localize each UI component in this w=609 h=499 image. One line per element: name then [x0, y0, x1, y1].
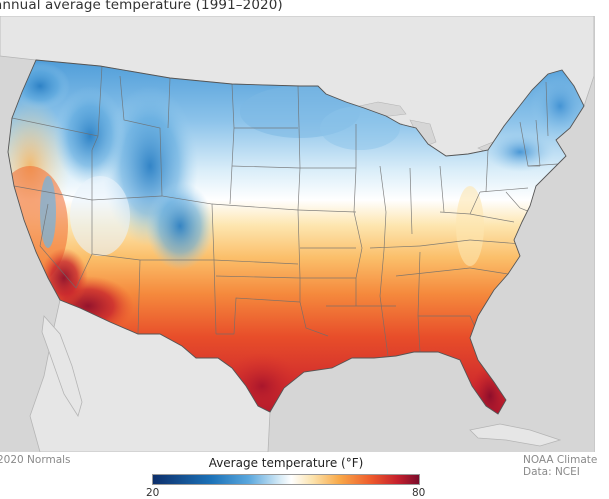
map-title: annual average temperature (1991–2020) [0, 0, 283, 13]
legend-title: Average temperature (°F) [208, 456, 364, 470]
credit-line-data: Data: NCEI [523, 466, 580, 478]
legend-min-label: 20 [146, 487, 160, 499]
legend-color-bar [152, 474, 420, 485]
credit-text: NOAA Climate Data: NCEI [523, 454, 597, 478]
credit-line-org: NOAA Climate [523, 454, 598, 466]
normals-label: 2020 Normals [0, 454, 71, 466]
temperature-map [0, 16, 595, 452]
legend-max-label: 80 [412, 487, 426, 499]
